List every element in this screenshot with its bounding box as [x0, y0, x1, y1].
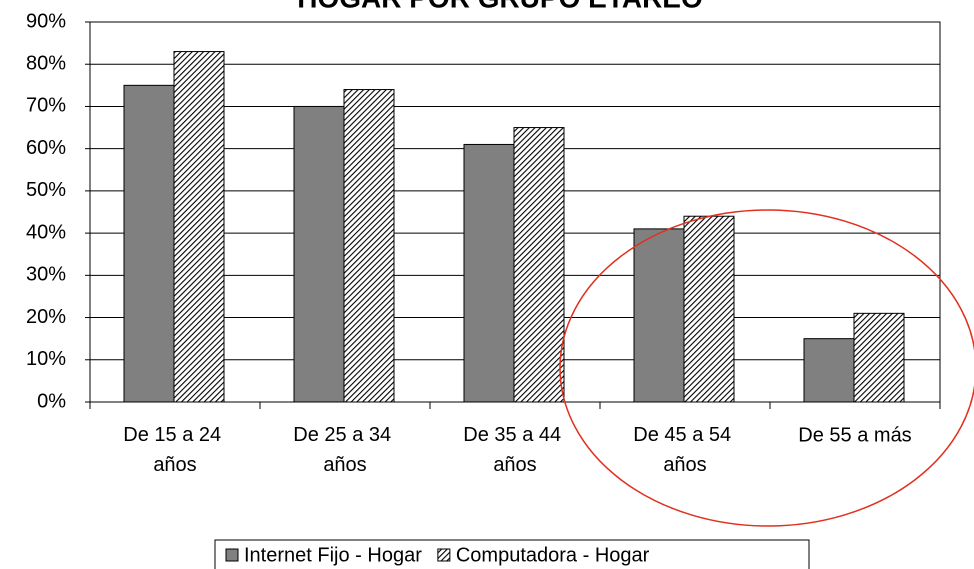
y-tick-label: 50%: [26, 179, 66, 201]
y-tick-label: 40%: [26, 221, 66, 243]
highlight-ellipse: [559, 209, 974, 527]
legend-box: [214, 539, 810, 569]
y-tick-label: 10%: [26, 348, 66, 370]
y-tick-label: 70%: [26, 95, 66, 117]
bar: [683, 215, 735, 403]
x-tick-label: De 55 a más: [798, 424, 911, 446]
legend-swatch: [437, 548, 451, 562]
bar: [343, 89, 395, 403]
bar: [173, 51, 225, 403]
legend-label: Computadora - Hogar: [456, 544, 650, 566]
bar: [123, 84, 175, 403]
legend-swatch: [225, 548, 239, 562]
bar: [803, 338, 855, 403]
y-tick-label: 80%: [26, 53, 66, 75]
x-tick-label: De 35 a 44 años: [463, 424, 566, 476]
x-tick-label: De 45 a 54 años: [633, 424, 736, 476]
x-tick-label: De 25 a 34 años: [293, 424, 396, 476]
x-tick-label: De 15 a 24 años: [123, 424, 226, 476]
y-tick-label: 90%: [26, 10, 66, 32]
bar: [513, 127, 565, 403]
chart-title: HOGAR POR GRUPO ETAREO: [297, 0, 703, 13]
marks: [85, 21, 941, 409]
y-tick-label: 20%: [26, 306, 66, 328]
bar: [633, 228, 685, 403]
y-tick-label: 30%: [26, 264, 66, 286]
y-tick-label: 0%: [37, 390, 66, 412]
bar: [853, 312, 905, 403]
bar: [293, 105, 345, 403]
y-tick-label: 60%: [26, 137, 66, 159]
legend-label: Internet Fijo - Hogar: [244, 544, 422, 566]
bar: [463, 143, 515, 403]
